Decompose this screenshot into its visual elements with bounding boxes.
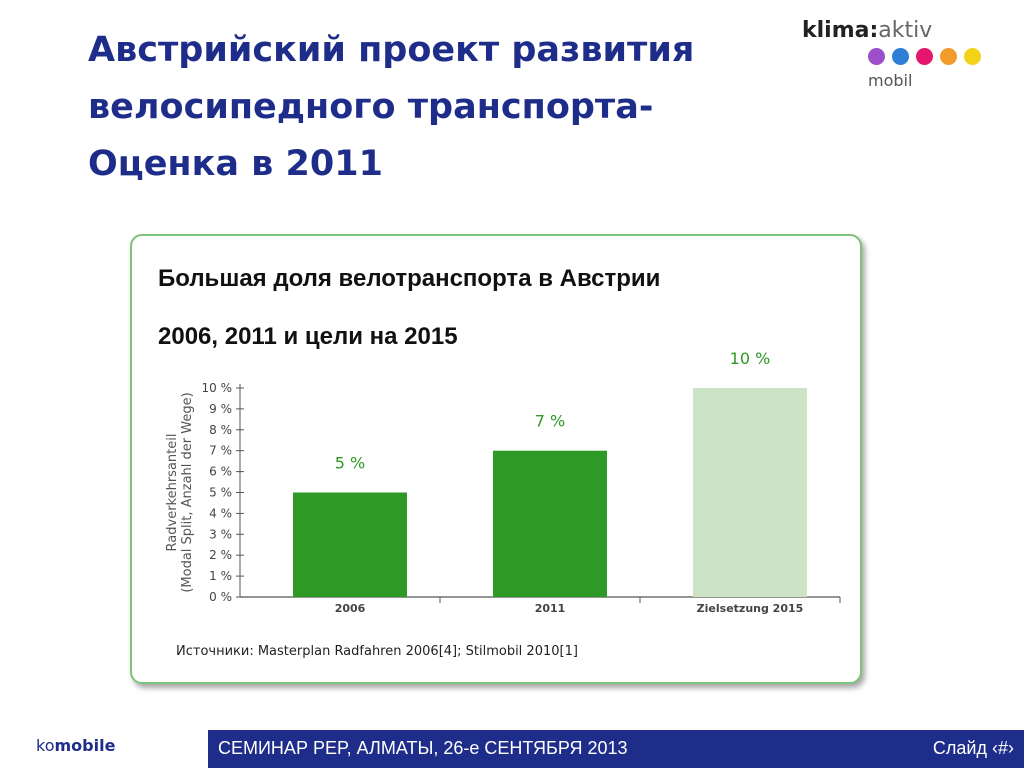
slide-title-line: Австрийский проект развития — [88, 30, 695, 70]
bar-chart: 0 % 1 % 2 % 3 % 4 % 5 % 6 % 7 % 8 % 9 % 10 % 5 % 200… — [165, 350, 841, 615]
chart-title: Большая доля велотранспорта в Австрии 20… — [158, 250, 660, 366]
logo-dot — [892, 48, 909, 65]
footer-bar: СЕМИНАР PEP, АЛМАТЫ, 26-е СЕНТЯБРЯ 2013 … — [208, 730, 1024, 768]
y-tick-label: 10 % — [202, 381, 233, 395]
y-tick-label: 3 % — [209, 527, 232, 541]
y-tick-label: 2 % — [209, 548, 232, 562]
logo-dot — [916, 48, 933, 65]
y-tick-label: 1 % — [209, 569, 232, 583]
y-tick-label: 8 % — [209, 423, 232, 437]
bar-value-label: 5 % — [335, 454, 365, 473]
slide-title-line: Оценка в 2011 — [88, 144, 383, 184]
x-tick-label: Zielsetzung 2015 — [697, 602, 804, 615]
y-axis-title: Radverkehrsanteil — [165, 434, 180, 552]
logo-brand-light: aktiv — [878, 18, 933, 43]
slide-title: Австрийский проект развития велосипедног… — [88, 22, 768, 193]
y-tick-label: 0 % — [209, 590, 232, 604]
y-tick-label: 5 % — [209, 486, 232, 500]
logo-subtitle: mobil — [868, 71, 913, 90]
logo-brand-sep: : — [869, 18, 879, 43]
logo-dot — [940, 48, 957, 65]
bar — [293, 492, 407, 597]
x-tick-label: 2006 — [335, 602, 366, 615]
y-tick-label: 4 % — [209, 506, 232, 520]
bar — [693, 388, 807, 597]
footer-event: СЕМИНАР PEP, АЛМАТЫ, 26-е СЕНТЯБРЯ 2013 — [218, 738, 628, 758]
chart-title-line: Большая доля велотранспорта в Австрии — [158, 265, 661, 292]
logo-wordmark: klima:aktiv — [802, 18, 932, 43]
y-tick-label: 9 % — [209, 402, 232, 416]
source-note: Источники: Masterplan Radfahren 2006[4];… — [176, 644, 578, 659]
chart-title-line: 2006, 2011 и цели на 2015 — [158, 323, 458, 350]
x-tick-label: 2011 — [535, 602, 566, 615]
bar-value-label: 7 % — [535, 412, 565, 431]
komobile-light: ko — [36, 736, 55, 755]
y-tick-label: 7 % — [209, 444, 232, 458]
logo-dot — [964, 48, 981, 65]
bar — [493, 450, 607, 597]
footer-slide-number: Слайд ‹#› — [932, 738, 1014, 758]
y-tick-label: 6 % — [209, 465, 232, 479]
bar-value-label: 10 % — [730, 350, 771, 368]
slide-title-line: велосипедного транспорта- — [88, 87, 654, 127]
logo-brand-bold: klima — [802, 18, 870, 43]
komobile-logo: komobile — [36, 736, 115, 755]
klimaaktiv-logo: klima:aktiv mobil — [802, 18, 1002, 98]
y-axis-subtitle: (Modal Split, Anzahl der Wege) — [180, 392, 195, 592]
logo-dot — [868, 48, 885, 65]
komobile-bold: mobile — [54, 736, 116, 755]
